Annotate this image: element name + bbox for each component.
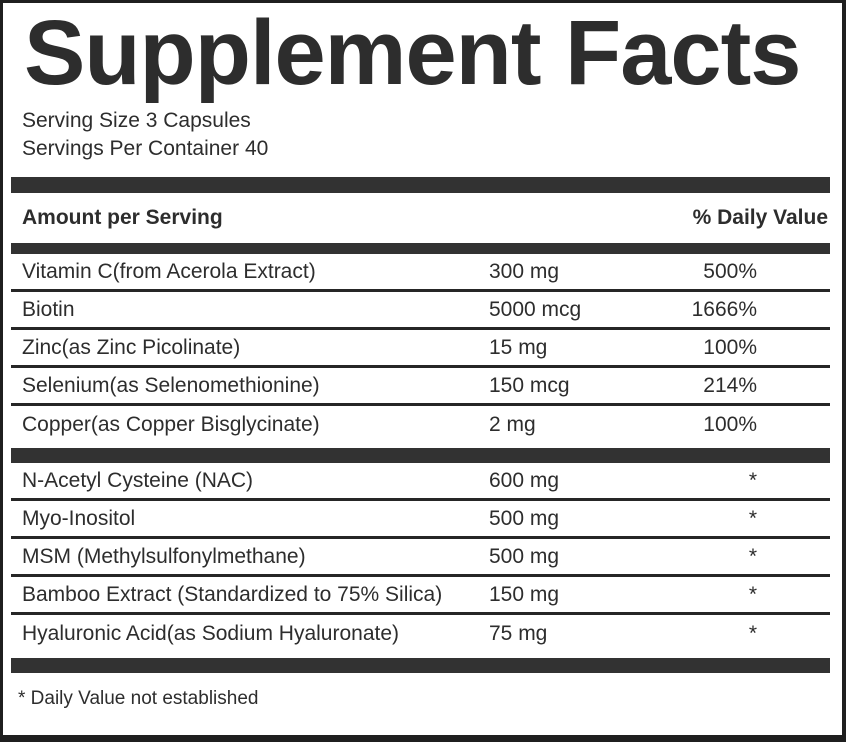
ingredient-section-actives: N-Acetyl Cysteine (NAC) 600 mg * Myo-Ino… bbox=[11, 463, 830, 653]
ingredient-amount: 75 mg bbox=[489, 622, 548, 645]
ingredient-name: Myo-Inositol bbox=[22, 506, 136, 530]
ingredient-daily-value: 100% bbox=[703, 335, 757, 359]
ingredient-daily-value: * bbox=[748, 506, 757, 530]
footnote-text: * Daily Value not established bbox=[18, 688, 259, 709]
ingredient-name: N-Acetyl Cysteine (NAC) bbox=[22, 468, 254, 492]
ingredient-amount: 500 mg bbox=[489, 544, 560, 568]
panel-title: Supplement Facts bbox=[24, 2, 801, 104]
section-divider-bar-bottom bbox=[11, 658, 830, 673]
ingredient-daily-value: * bbox=[748, 468, 757, 492]
ingredient-amount: 15 mg bbox=[489, 335, 548, 359]
ingredient-row: Selenium(as Selenomethionine) 150 mcg 21… bbox=[11, 368, 830, 406]
ingredient-row: MSM (Methylsulfonylmethane) 500 mg * bbox=[11, 539, 830, 577]
ingredient-daily-value: * bbox=[748, 582, 757, 606]
ingredient-row: Bamboo Extract (Standardized to 75% Sili… bbox=[11, 577, 830, 615]
table-header-row: Amount per Serving % Daily Value bbox=[11, 193, 830, 243]
ingredient-name: Zinc(as Zinc Picolinate) bbox=[22, 335, 241, 359]
serving-info: Serving Size 3 Capsules Servings Per Con… bbox=[11, 102, 830, 163]
ingredient-name: Vitamin C(from Acerola Extract) bbox=[22, 259, 316, 283]
ingredient-section-vitamins: Vitamin C(from Acerola Extract) 300 mg 5… bbox=[11, 254, 830, 444]
section-divider-bar-top bbox=[11, 177, 830, 193]
ingredient-daily-value: 500% bbox=[703, 259, 757, 283]
serving-size-text: Serving Size 3 Capsules bbox=[22, 109, 251, 132]
ingredient-name: Copper(as Copper Bisglycinate) bbox=[22, 413, 320, 436]
servings-per-container-text: Servings Per Container 40 bbox=[22, 137, 269, 160]
ingredient-amount: 150 mg bbox=[489, 582, 560, 606]
ingredient-name: MSM (Methylsulfonylmethane) bbox=[22, 544, 306, 568]
ingredient-daily-value: * bbox=[748, 622, 757, 645]
ingredient-name: Biotin bbox=[22, 297, 75, 321]
ingredient-row: N-Acetyl Cysteine (NAC) 600 mg * bbox=[11, 463, 830, 501]
column-header-daily-value: % Daily Value bbox=[692, 206, 828, 229]
ingredient-row: Vitamin C(from Acerola Extract) 300 mg 5… bbox=[11, 254, 830, 292]
ingredient-row: Hyaluronic Acid(as Sodium Hyaluronate) 7… bbox=[11, 615, 830, 653]
ingredient-amount: 2 mg bbox=[489, 413, 536, 436]
ingredient-row: Myo-Inositol 500 mg * bbox=[11, 501, 830, 539]
ingredient-amount: 500 mg bbox=[489, 506, 560, 530]
column-header-amount: Amount per Serving bbox=[22, 206, 223, 229]
ingredient-daily-value: 100% bbox=[703, 413, 757, 436]
ingredient-row: Copper(as Copper Bisglycinate) 2 mg 100% bbox=[11, 406, 830, 444]
section-divider-bar-middle bbox=[11, 448, 830, 463]
ingredient-amount: 300 mg bbox=[489, 259, 560, 283]
ingredient-row: Zinc(as Zinc Picolinate) 15 mg 100% bbox=[11, 330, 830, 368]
ingredient-daily-value: * bbox=[748, 544, 757, 568]
ingredient-amount: 5000 mcg bbox=[489, 297, 582, 321]
ingredient-row: Biotin 5000 mcg 1666% bbox=[11, 292, 830, 330]
section-divider-bar-header bbox=[11, 243, 830, 254]
ingredient-amount: 600 mg bbox=[489, 468, 560, 492]
ingredient-name: Bamboo Extract (Standardized to 75% Sili… bbox=[22, 582, 443, 606]
ingredient-name: Selenium(as Selenomethionine) bbox=[22, 373, 320, 397]
ingredient-amount: 150 mcg bbox=[489, 373, 570, 397]
ingredient-name: Hyaluronic Acid(as Sodium Hyaluronate) bbox=[22, 622, 400, 645]
ingredient-daily-value: 214% bbox=[703, 373, 757, 397]
ingredient-daily-value: 1666% bbox=[691, 297, 757, 321]
